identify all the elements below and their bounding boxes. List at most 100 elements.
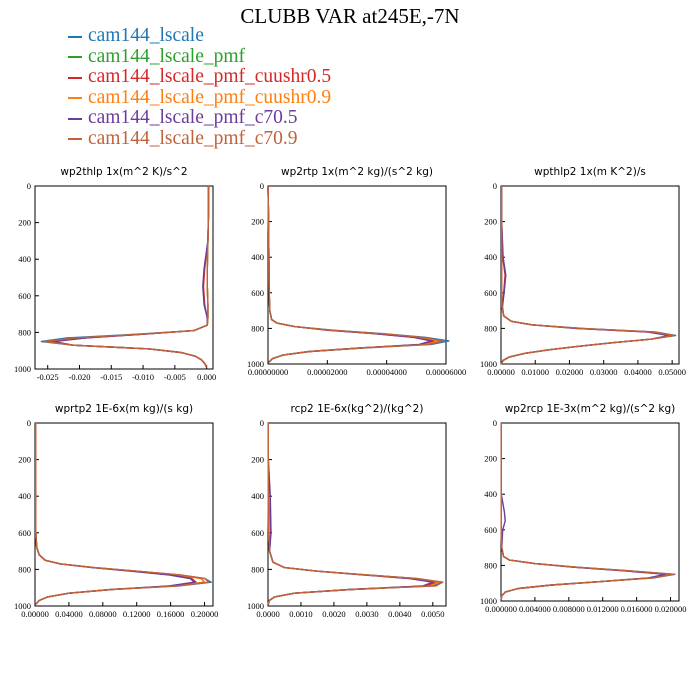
legend-item: cam144_lscale (68, 25, 331, 47)
x-tick-label: 0.0000 (256, 609, 279, 619)
legend-label: cam144_lscale_pmf_cuushr0.5 (88, 66, 332, 87)
legend-label: cam144_lscale_pmf_c70.5 (88, 107, 298, 128)
legend-label: cam144_lscale_pmf (88, 45, 246, 67)
y-tick-label: 200 (251, 217, 264, 227)
y-tick-label: 600 (251, 528, 264, 538)
plot-frame (500, 185, 680, 365)
series-line-6 (267, 185, 444, 363)
legend-label: cam144_lscale (88, 25, 204, 46)
x-tick-label: 0.04000 (624, 367, 652, 377)
series-line-4 (500, 186, 673, 365)
series-line-2 (267, 423, 441, 605)
legend-swatch (68, 117, 82, 120)
y-tick-label: 800 (484, 560, 497, 570)
panel-title: wp2rcp 1E-3x(m^2 kg)/(s^2 kg) (505, 403, 676, 415)
y-tick-label: 200 (484, 454, 497, 464)
x-tick-label: 0.000 (197, 372, 216, 382)
series-line-5 (500, 186, 670, 365)
x-tick-label: 0.00000 (487, 367, 515, 377)
y-tick-label: 400 (484, 252, 497, 262)
y-tick-label: 0 (260, 181, 264, 191)
x-tick-label: 0.0030 (355, 609, 378, 619)
legend-swatch (68, 76, 82, 79)
series-line-5 (500, 423, 667, 600)
y-tick-label: 600 (18, 291, 31, 301)
series-line-6 (500, 423, 675, 600)
series-line-5 (50, 186, 210, 368)
x-tick-label: 0.00006000 (426, 367, 466, 377)
y-tick-label: 600 (251, 288, 264, 298)
panel-title: wp2rtp 1x(m^2 kg)/(s^2 kg) (281, 166, 433, 178)
x-tick-label: 0.05000 (658, 367, 686, 377)
panel-title: rcp2 1E-6x(kg^2)/(kg^2) (291, 403, 424, 415)
legend: cam144_lscale cam144_lscale_pmf cam144_l… (68, 25, 332, 149)
x-tick-label: 0.008000 (553, 604, 585, 614)
y-tick-label: 800 (251, 564, 264, 574)
x-tick-label: 0.00000 (21, 609, 49, 619)
series-line-1 (500, 186, 677, 365)
x-tick-label: 0.02000 (556, 367, 584, 377)
x-tick-label: 0.01000 (521, 367, 549, 377)
figure-title: CLUBB VAR at245E,-7N (240, 4, 460, 28)
x-tick-label: 0.0010 (289, 609, 312, 619)
y-tick-label: 400 (251, 252, 264, 262)
x-tick-label: 0.0040 (388, 609, 411, 619)
series-line-3 (267, 423, 437, 605)
x-tick-label: 0.012000 (587, 604, 619, 614)
x-tick-label: 0.20000 (191, 609, 219, 619)
y-tick-label: 800 (251, 323, 264, 333)
x-tick-label: 0.000000 (485, 604, 517, 614)
y-tick-label: 0 (27, 418, 31, 428)
series-line-3 (53, 186, 210, 368)
y-tick-label: 0 (493, 418, 497, 428)
x-tick-label: -0.010 (132, 372, 154, 382)
legend-item: cam144_lscale_pmf (68, 45, 331, 68)
series-line-3 (35, 423, 197, 605)
legend-label: cam144_lscale_pmf_cuushr0.9 (88, 86, 332, 108)
y-tick-label: 800 (18, 564, 31, 574)
y-tick-label: 0 (27, 181, 31, 191)
x-tick-label: 0.04000 (55, 609, 83, 619)
plot-frame (34, 422, 214, 607)
y-tick-label: 800 (484, 323, 497, 333)
series-line-4 (267, 423, 441, 605)
y-tick-label: 600 (18, 528, 31, 538)
y-tick-label: 600 (484, 525, 497, 535)
series-line-1 (267, 423, 444, 605)
x-tick-label: 0.16000 (157, 609, 185, 619)
y-tick-label: 400 (18, 491, 31, 501)
y-tick-label: 400 (18, 254, 31, 264)
plot-frame (267, 185, 447, 365)
y-tick-label: 1000 (14, 364, 31, 374)
x-tick-label: 0.08000 (89, 609, 117, 619)
legend-swatch (68, 138, 82, 141)
y-tick-label: 1000 (247, 359, 264, 369)
y-tick-label: 200 (18, 455, 31, 465)
series-line-6 (43, 186, 210, 368)
y-tick-label: 0 (493, 181, 497, 191)
chart-panel-3: wpthlp2 1x(m K^2)/s 0 200 400 600 800 10000.00… (480, 166, 686, 377)
series-line-6 (267, 423, 444, 605)
y-tick-label: 800 (18, 327, 31, 337)
legend-swatch (68, 35, 82, 38)
legend-item: cam144_lscale_pmf_c70.5 (68, 107, 331, 129)
y-tick-label: 0 (260, 418, 264, 428)
x-tick-label: 0.004000 (519, 604, 551, 614)
series-line-5 (35, 423, 196, 605)
y-tick-label: 200 (251, 455, 264, 465)
plot-frame (34, 185, 214, 370)
y-tick-label: 1000 (480, 359, 497, 369)
x-tick-label: 0.016000 (621, 604, 653, 614)
series-line-6 (500, 186, 675, 365)
y-tick-label: 1000 (247, 601, 264, 611)
chart-panel-6: wp2rcp 1E-3x(m^2 kg)/(s^2 kg) 0 200 400 600 8… (480, 403, 686, 614)
legend-swatch (68, 97, 82, 100)
panel-title: wprtp2 1E-6x(m kg)/(s kg) (55, 403, 193, 415)
legend-item: cam144_lscale_pmf_cuushr0.5 (68, 66, 332, 88)
x-tick-label: -0.025 (37, 372, 59, 382)
series-line-5 (267, 423, 434, 605)
x-tick-label: 0.00000000 (248, 367, 288, 377)
y-tick-label: 1000 (480, 596, 497, 606)
chart-panel-5: rcp2 1E-6x(kg^2)/(kg^2) 0 200 400 600 800 1000… (247, 403, 447, 619)
